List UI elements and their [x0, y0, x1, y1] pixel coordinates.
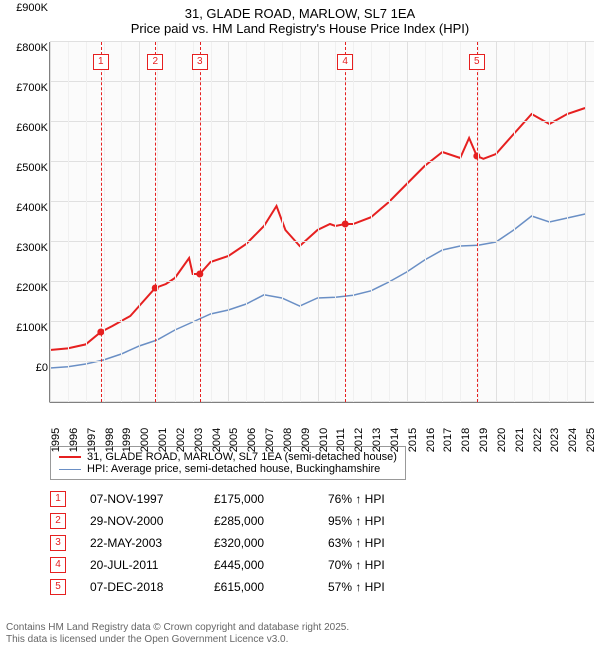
y-tick-label: £300K — [16, 242, 48, 254]
x-tick-label: 2025 — [585, 402, 600, 442]
table-row: 1 07-NOV-1997 £175,000 76% ↑ HPI — [50, 488, 594, 510]
footer-line2: This data is licensed under the Open Gov… — [6, 634, 349, 646]
y-tick-label: £500K — [16, 162, 48, 174]
legend-label: HPI: Average price, semi-detached house,… — [87, 463, 380, 475]
transaction-index-box: 1 — [50, 491, 66, 507]
table-row: 3 22-MAY-2003 £320,000 63% ↑ HPI — [50, 532, 594, 554]
title-line2: Price paid vs. HM Land Registry's House … — [6, 21, 594, 36]
transaction-index-box: 3 — [50, 535, 66, 551]
transaction-index-box: 4 — [50, 557, 66, 573]
legend-swatch — [59, 469, 81, 470]
sale-marker-box: 2 — [147, 54, 163, 70]
sale-marker-box: 1 — [93, 54, 109, 70]
legend-row: 31, GLADE ROAD, MARLOW, SL7 1EA (semi-de… — [59, 451, 397, 463]
y-tick-label: £400K — [16, 202, 48, 214]
transaction-date: 29-NOV-2000 — [90, 510, 190, 532]
transaction-hpi: 57% ↑ HPI — [328, 576, 385, 598]
transaction-hpi: 63% ↑ HPI — [328, 532, 385, 554]
transaction-date: 20-JUL-2011 — [90, 554, 190, 576]
footer-line1: Contains HM Land Registry data © Crown c… — [6, 622, 349, 634]
transaction-hpi: 76% ↑ HPI — [328, 488, 385, 510]
transaction-price: £175,000 — [214, 488, 304, 510]
sale-marker-box: 3 — [192, 54, 208, 70]
transactions-table: 1 07-NOV-1997 £175,000 76% ↑ HPI 2 29-NOV-200… — [50, 488, 594, 598]
transaction-price: £445,000 — [214, 554, 304, 576]
y-tick-label: £700K — [16, 82, 48, 94]
legend-swatch — [59, 456, 81, 458]
legend-row: HPI: Average price, semi-detached house,… — [59, 463, 397, 475]
y-tick-label: £800K — [16, 42, 48, 54]
y-tick-label: £100K — [16, 322, 48, 334]
footer: Contains HM Land Registry data © Crown c… — [6, 622, 349, 646]
y-tick-label: £900K — [16, 2, 48, 14]
transaction-hpi: 70% ↑ HPI — [328, 554, 385, 576]
y-tick-label: £600K — [16, 122, 48, 134]
transaction-hpi: 95% ↑ HPI — [328, 510, 385, 532]
transaction-date: 07-DEC-2018 — [90, 576, 190, 598]
title-line1: 31, GLADE ROAD, MARLOW, SL7 1EA — [6, 6, 594, 21]
transaction-date: 22-MAY-2003 — [90, 532, 190, 554]
legend-label: 31, GLADE ROAD, MARLOW, SL7 1EA (semi-de… — [87, 451, 397, 463]
transaction-index-box: 2 — [50, 513, 66, 529]
y-tick-label: £200K — [16, 282, 48, 294]
table-row: 2 29-NOV-2000 £285,000 95% ↑ HPI — [50, 510, 594, 532]
transaction-index-box: 5 — [50, 579, 66, 595]
transaction-price: £320,000 — [214, 532, 304, 554]
transaction-date: 07-NOV-1997 — [90, 488, 190, 510]
sale-marker-box: 4 — [337, 54, 353, 70]
transaction-price: £615,000 — [214, 576, 304, 598]
sale-marker-box: 5 — [469, 54, 485, 70]
transaction-price: £285,000 — [214, 510, 304, 532]
y-tick-label: £0 — [36, 362, 48, 374]
table-row: 5 07-DEC-2018 £615,000 57% ↑ HPI — [50, 576, 594, 598]
table-row: 4 20-JUL-2011 £445,000 70% ↑ HPI — [50, 554, 594, 576]
chart-area: £0 £100K £200K £300K £400K £500K £600K £700K £80… — [6, 42, 594, 442]
